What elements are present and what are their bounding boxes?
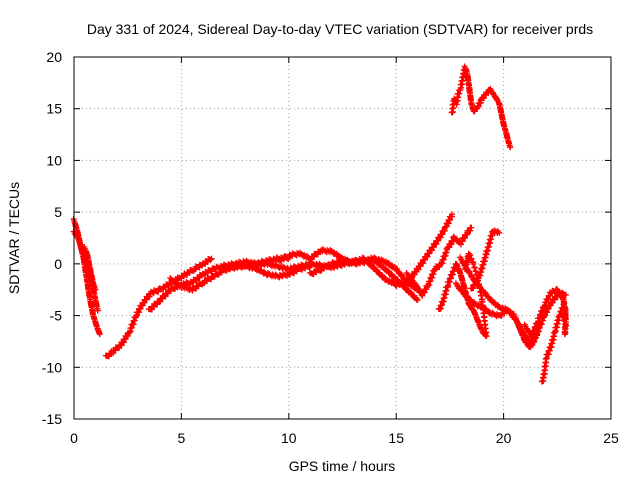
data-point [496,229,503,236]
x-tick-label: 0 [70,430,78,446]
data-point [207,256,214,263]
y-tick-label: -5 [50,308,63,324]
x-tick-label: 15 [388,430,404,446]
data-point [479,296,486,303]
data-point [507,143,514,150]
data-point [468,224,475,231]
data-point [465,254,472,261]
y-tick-label: 5 [54,204,62,220]
y-tick-label: 15 [46,101,62,117]
data-points [70,63,570,385]
plot-frame [73,56,612,420]
data-point [469,259,476,266]
data-point [94,307,101,314]
x-tick-label: 10 [281,430,297,446]
data-point [478,292,485,299]
y-tick-labels: -15 -10 -5 0 5 10 15 20 [42,49,62,427]
x-axis-label: GPS time / hours [289,458,396,474]
y-tick-label: 0 [54,256,62,272]
x-tick-label: 5 [178,430,186,446]
grid-lines [74,57,611,419]
x-tick-label: 20 [496,430,512,446]
y-tick-label: -10 [42,359,62,375]
x-tick-labels: 0 5 10 15 20 25 [70,430,619,446]
data-point [449,211,456,218]
y-tick-label: 10 [46,152,62,168]
data-point [562,291,569,298]
y-tick-label: 20 [46,49,62,65]
data-point [414,297,421,304]
y-axis-label: SDTVAR / TECUs [6,182,22,294]
data-point [208,255,215,262]
data-point [96,331,103,338]
x-tick-label: 25 [603,430,619,446]
data-point [472,267,479,274]
data-point [92,286,99,293]
data-point [561,331,568,338]
data-point [471,264,478,271]
axis-ticks [73,56,612,420]
data-point [561,314,568,321]
chart-title: Day 331 of 2024, Sidereal Day-to-day VTE… [87,21,593,37]
data-point [521,331,528,338]
data-point [560,317,567,324]
y-tick-label: -15 [42,411,62,427]
